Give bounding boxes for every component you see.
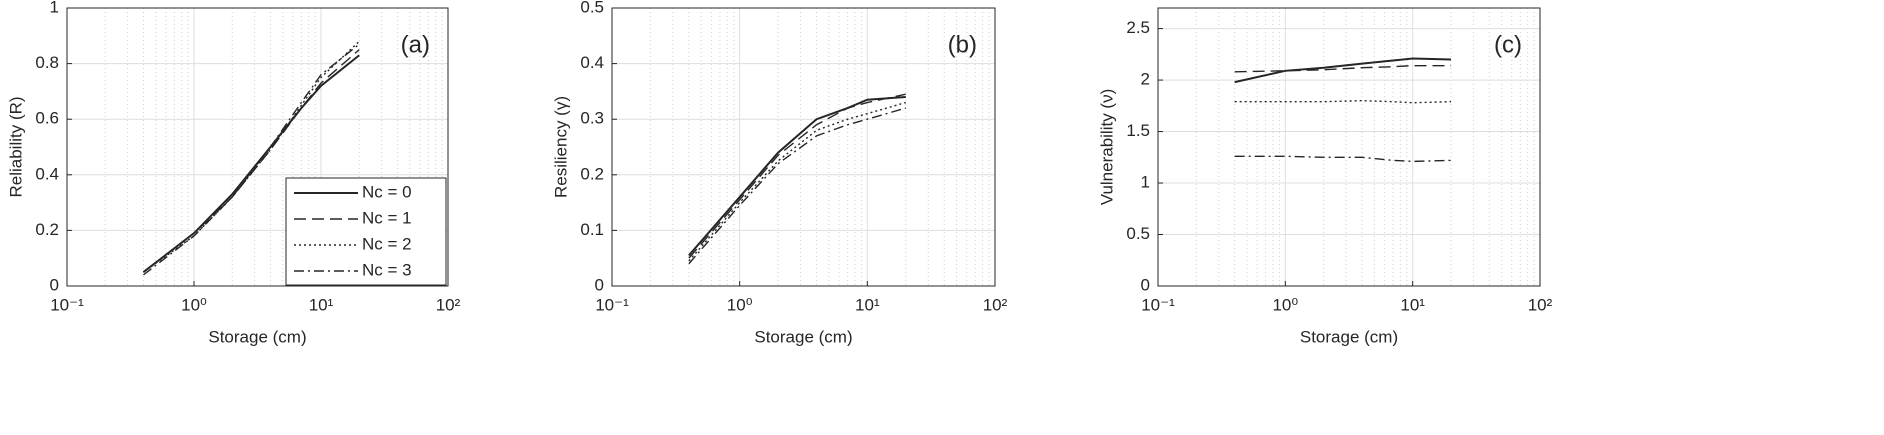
series-line	[688, 93, 906, 259]
x-tick-label: 10²	[983, 295, 1008, 314]
x-tick-label: 10⁻¹	[50, 295, 84, 314]
series-line	[143, 40, 360, 273]
x-tick-label: 10⁻¹	[1141, 295, 1175, 314]
x-tick-label: 10¹	[855, 295, 880, 314]
y-tick-label: 2.5	[1126, 18, 1150, 37]
y-tick-label: 0.5	[580, 0, 604, 16]
x-tick-label: 10²	[1528, 295, 1553, 314]
series-line	[1234, 64, 1451, 73]
y-tick-label: 0	[595, 275, 604, 294]
y-tick-label: 0.4	[580, 53, 604, 72]
series-line	[143, 43, 360, 276]
y-axis-label: Vulnerability (ν)	[1097, 89, 1116, 206]
axes-frame	[611, 7, 996, 287]
x-tick-label: 10²	[436, 295, 461, 314]
y-tick-label: 0.1	[580, 220, 604, 239]
legend-label: Nc = 2	[362, 234, 412, 253]
plot-area	[612, 8, 995, 286]
legend-label: Nc = 1	[362, 208, 412, 227]
y-axis-label: Resiliency (γ)	[551, 96, 570, 198]
legend-label: Nc = 0	[362, 182, 412, 201]
plot-area	[1158, 8, 1540, 286]
series-line	[688, 95, 906, 257]
y-axis-label: Reliability (R)	[6, 96, 25, 197]
y-tick-label: 0.2	[580, 164, 604, 183]
y-tick-label: 0.2	[35, 220, 59, 239]
series-line	[1234, 155, 1452, 163]
axes-frame	[1157, 7, 1541, 287]
y-tick-label: 0.6	[35, 109, 59, 128]
x-tick-label: 10⁻¹	[595, 295, 629, 314]
y-tick-label: 2	[1141, 70, 1150, 89]
series-line	[688, 101, 906, 262]
y-tick-label: 0	[50, 275, 59, 294]
panel-label: (c)	[1494, 31, 1522, 58]
series-line	[688, 107, 906, 265]
x-tick-label: 10¹	[309, 295, 334, 314]
x-tick-label: 10⁰	[727, 295, 753, 314]
axes-frame	[66, 7, 449, 287]
series-line	[1234, 99, 1452, 104]
y-tick-label: 1	[50, 0, 59, 16]
x-tick-label: 10¹	[1400, 295, 1425, 314]
panel-label: (a)	[401, 31, 430, 58]
y-tick-label: 1.5	[1126, 121, 1150, 140]
y-tick-label: 0.3	[580, 109, 604, 128]
x-axis-label: Storage (cm)	[1300, 327, 1398, 346]
y-tick-label: 0	[1141, 275, 1150, 294]
x-axis-label: Storage (cm)	[754, 327, 852, 346]
legend-label: Nc = 3	[362, 260, 412, 279]
legend-box	[285, 177, 447, 286]
x-tick-label: 10⁰	[1272, 295, 1298, 314]
y-tick-label: 0.4	[35, 164, 59, 183]
x-tick-label: 10⁰	[181, 295, 207, 314]
panel-label: (b)	[948, 31, 977, 58]
x-axis-label: Storage (cm)	[208, 327, 306, 346]
series-line	[1234, 57, 1452, 84]
y-tick-label: 1	[1141, 173, 1150, 192]
y-tick-label: 0.8	[35, 53, 59, 72]
series-line	[143, 49, 360, 273]
y-tick-label: 0.5	[1126, 224, 1150, 243]
